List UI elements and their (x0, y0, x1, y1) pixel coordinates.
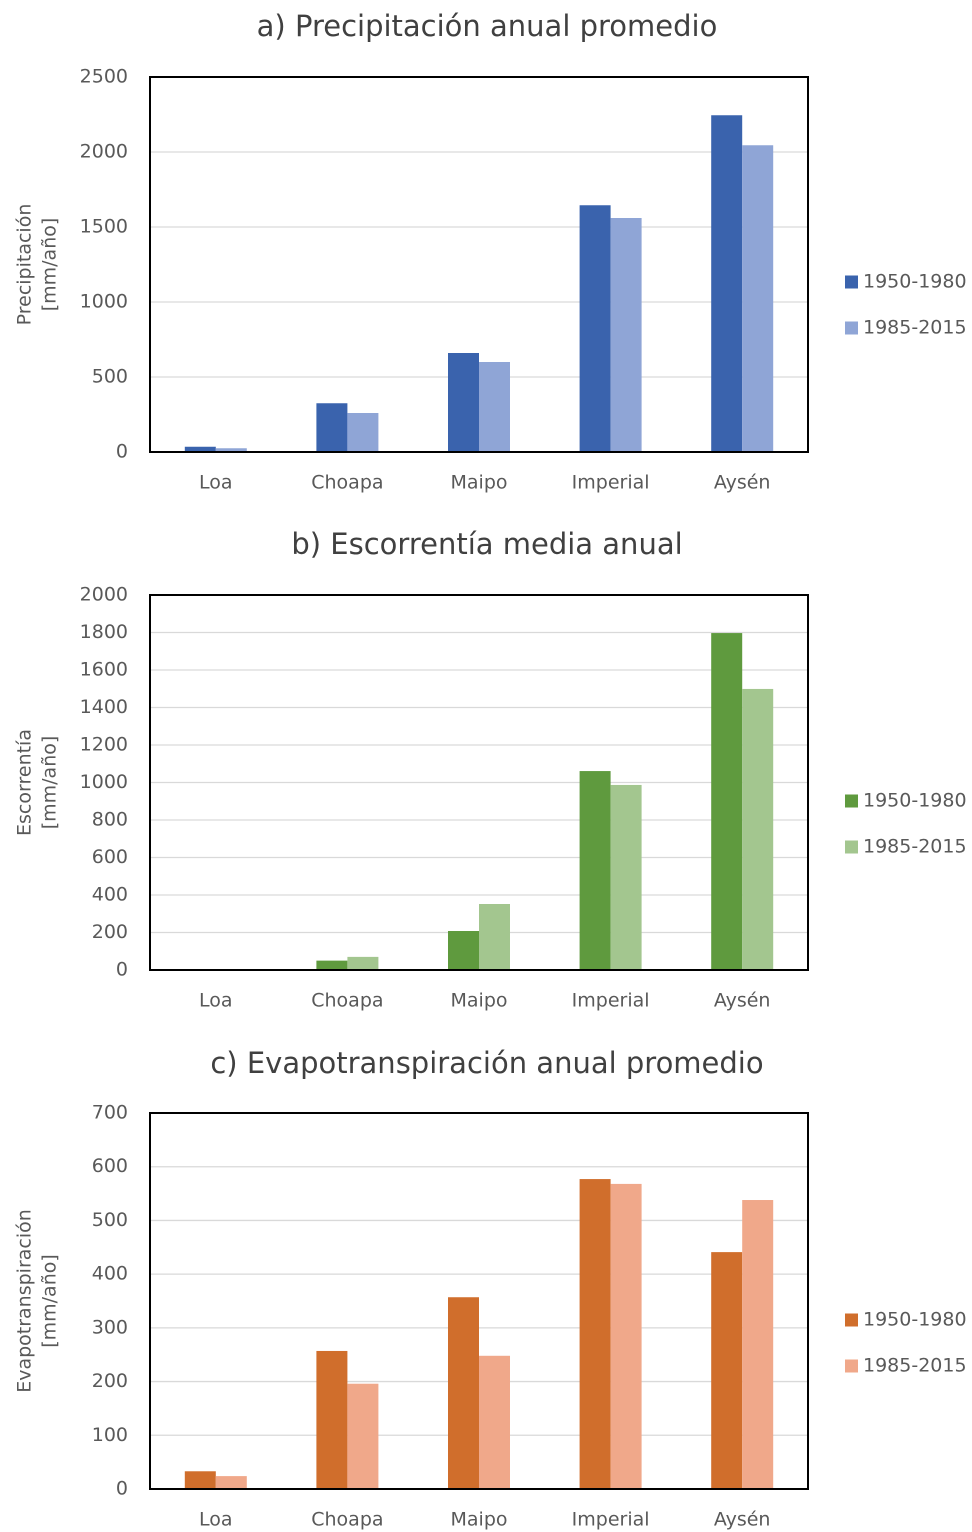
y-axis-label: Precipitación (14, 204, 36, 326)
bar (184, 446, 216, 452)
bar (711, 115, 743, 452)
y-tick-label: 400 (92, 884, 128, 906)
plot-frame (149, 1112, 809, 1490)
y-tick-label: 1600 (80, 659, 128, 681)
y-tick-label: 800 (92, 809, 128, 831)
bar (579, 771, 611, 970)
bar (579, 205, 611, 452)
bar (184, 1471, 216, 1489)
y-axis-label: [mm/año] (39, 1254, 61, 1348)
legend-swatch (845, 1313, 858, 1327)
x-tick-label: Aysén (714, 1509, 771, 1531)
bar (316, 403, 348, 452)
legend-label: 1985-2015 (863, 836, 967, 858)
legend-swatch (845, 321, 858, 335)
bar (448, 931, 479, 970)
bar (215, 1476, 247, 1489)
bar (742, 688, 774, 970)
legend-swatch (845, 275, 858, 289)
y-tick-label: 500 (92, 366, 128, 388)
x-tick-label: Aysén (714, 472, 771, 494)
legend-swatch (845, 794, 858, 808)
y-axis-label: Evapotranspiración (14, 1209, 36, 1393)
bar (347, 413, 379, 452)
y-tick-label: 0 (116, 441, 128, 463)
x-tick-label: Maipo (451, 990, 508, 1012)
y-tick-label: 1000 (80, 771, 128, 793)
x-tick-label: Maipo (451, 472, 508, 494)
bar (610, 784, 642, 970)
x-tick-label: Maipo (451, 1509, 508, 1531)
x-tick-label: Choapa (311, 1509, 383, 1531)
legend-label: 1950-1980 (863, 790, 967, 812)
x-tick-label: Choapa (311, 472, 383, 494)
bar (347, 1383, 379, 1489)
x-tick-label: Loa (199, 990, 233, 1012)
y-tick-label: 100 (92, 1424, 128, 1446)
y-tick-label: 0 (116, 959, 128, 981)
y-tick-label: 1200 (80, 734, 128, 756)
bar (479, 1355, 510, 1489)
plot-frame (149, 76, 809, 453)
chart-title: a) Precipitación anual promedio (257, 9, 718, 43)
legend-label: 1985-2015 (863, 1355, 967, 1377)
y-tick-label: 1800 (80, 621, 128, 643)
bar (316, 1350, 348, 1489)
x-tick-label: Choapa (311, 990, 383, 1012)
y-tick-label: 600 (92, 846, 128, 868)
plot-frame (149, 594, 809, 971)
bar (347, 956, 379, 970)
y-tick-label: 300 (92, 1316, 128, 1338)
y-tick-label: 400 (92, 1263, 128, 1285)
bar (479, 362, 510, 452)
y-tick-label: 1000 (80, 291, 128, 313)
x-tick-label: Loa (199, 1509, 233, 1531)
bar (448, 1297, 479, 1489)
legend-label: 1950-1980 (863, 1309, 967, 1331)
bar (610, 1183, 642, 1489)
bar (742, 1200, 774, 1489)
bar (610, 218, 642, 452)
chart-title: c) Evapotranspiración anual promedio (210, 1046, 763, 1080)
bar (479, 904, 510, 970)
bar (316, 960, 348, 970)
y-tick-label: 1500 (80, 216, 128, 238)
y-tick-label: 0 (116, 1478, 128, 1500)
chart-title: b) Escorrentía media anual (291, 527, 682, 561)
y-tick-label: 2000 (80, 141, 128, 163)
y-tick-label: 1400 (80, 696, 128, 718)
y-axis-label: Escorrentía (14, 729, 36, 836)
y-axis-label: [mm/año] (39, 218, 61, 312)
y-tick-label: 200 (92, 921, 128, 943)
y-axis-label: [mm/año] (39, 736, 61, 830)
y-tick-label: 500 (92, 1209, 128, 1231)
y-tick-label: 200 (92, 1370, 128, 1392)
x-tick-label: Aysén (714, 990, 771, 1012)
x-tick-label: Loa (199, 472, 233, 494)
legend-swatch (845, 1359, 858, 1373)
y-tick-label: 2500 (80, 66, 128, 88)
bar (579, 1179, 611, 1489)
y-tick-label: 700 (92, 1102, 128, 1124)
x-tick-label: Imperial (572, 472, 650, 494)
x-tick-label: Imperial (572, 990, 650, 1012)
legend-label: 1950-1980 (863, 271, 967, 293)
legend-swatch (845, 840, 858, 854)
x-tick-label: Imperial (572, 1509, 650, 1531)
bar (448, 353, 479, 452)
y-tick-label: 2000 (80, 584, 128, 606)
bar (742, 145, 774, 452)
bar (215, 448, 247, 452)
bar (711, 633, 743, 970)
y-tick-label: 600 (92, 1155, 128, 1177)
legend-label: 1985-2015 (863, 317, 967, 339)
bar (711, 1252, 743, 1489)
